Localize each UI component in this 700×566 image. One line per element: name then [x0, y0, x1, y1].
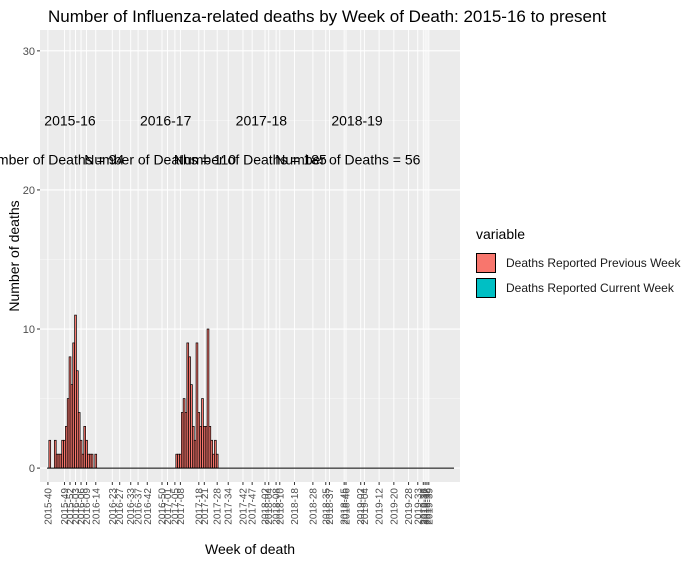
- x-tick-label: 2018-18: [290, 488, 301, 525]
- x-tick-label: 2017-47: [248, 488, 259, 525]
- season-label: 2017-18: [236, 112, 288, 128]
- x-tick-label: 2016-27: [115, 488, 126, 525]
- x-tick-label: 2016-06: [77, 488, 88, 525]
- legend-label-current-week: Deaths Reported Current Week: [506, 280, 674, 295]
- season-label: 2018-19: [331, 112, 383, 128]
- legend: variable Deaths Reported Previous Week D…: [476, 226, 696, 300]
- x-tick-label: 2018-28: [308, 488, 319, 525]
- x-tick-label: 2018-10: [275, 488, 286, 525]
- y-axis-label: Number of deaths: [6, 200, 22, 311]
- y-tick-label: 10: [23, 324, 35, 336]
- x-tick-label: 2017-42: [238, 488, 249, 525]
- x-tick-label: 2016-37: [134, 488, 145, 525]
- y-tick-label: 30: [23, 46, 35, 58]
- x-tick-label: 2019-38: [422, 488, 433, 525]
- legend-title: variable: [476, 226, 526, 242]
- season-label: 2016-17: [140, 112, 192, 128]
- x-tick-label: 2018-35: [321, 488, 332, 525]
- x-tick-label: 2019-04: [360, 488, 371, 525]
- x-tick-label: 2016-09: [82, 488, 93, 525]
- bar-previous-week: [94, 453, 98, 469]
- x-tick-label: 2018-46: [342, 488, 353, 525]
- season-label: 2015-16: [44, 112, 96, 128]
- x-tick-label: 2017-34: [224, 488, 235, 525]
- deaths-total-label: Number of Deaths = 56: [275, 151, 420, 167]
- x-tick-label: 2019-37: [421, 488, 432, 525]
- legend-item-previous-week: Deaths Reported Previous Week: [476, 250, 696, 275]
- x-tick-label: 2016-03: [71, 488, 82, 525]
- plot-panel: [40, 30, 460, 482]
- x-tick-label: 2015-40: [43, 488, 54, 525]
- x-axis-label: Week of death: [205, 541, 295, 557]
- bar-previous-week: [90, 453, 94, 469]
- x-tick-label: 2019-28: [404, 488, 415, 525]
- x-tick-label: 2016-14: [91, 488, 102, 525]
- x-tick-label: 2019-39: [424, 488, 435, 525]
- x-tick-label: 2018-02: [261, 488, 272, 525]
- x-tick-label: 2017-18: [194, 488, 205, 525]
- x-tick-label: 2016-23: [108, 488, 119, 525]
- y-tick-label: 20: [23, 185, 35, 197]
- x-tick-label: 2019-36: [419, 488, 430, 525]
- bars: [47, 314, 454, 469]
- x-tick-label: 2019-12: [375, 488, 386, 525]
- x-tick-label: 2016-42: [143, 488, 154, 525]
- y-tick-label: 0: [29, 463, 35, 475]
- legend-item-current-week: Deaths Reported Current Week: [476, 275, 696, 300]
- annotations: 2015-16 Number of Deaths = 94 2016-17 Numbe…: [0, 112, 421, 167]
- legend-swatch-current-week: [476, 277, 496, 298]
- deaths-total-label: Number of Deaths = 94: [0, 151, 124, 167]
- legend-swatch-previous-week: [476, 252, 496, 273]
- bar-previous-week: [215, 453, 219, 469]
- x-tick-label: 2018-45: [340, 488, 351, 525]
- legend-label-previous-week: Deaths Reported Previous Week: [506, 255, 681, 270]
- x-tick-label: 2018-37: [325, 488, 336, 525]
- chart-title: Number of Influenza-related deaths by We…: [48, 7, 606, 26]
- x-tick-label: 2016-50: [158, 488, 169, 525]
- bar-previous-week: [48, 439, 52, 469]
- x-tick-label: 2015-52: [66, 488, 77, 525]
- gridlines: [40, 30, 460, 482]
- deaths-total-label: Number of Deaths = 110: [84, 151, 236, 167]
- x-tick-label: 2017-01: [163, 488, 174, 525]
- x-tick-label: 2017-28: [213, 488, 224, 525]
- x-tick-label: 2019-20: [389, 488, 400, 525]
- x-tick-label: 2015-49: [60, 488, 71, 525]
- x-tick-label: 2018-08: [272, 488, 283, 525]
- x-tick-label: 2019-02: [356, 488, 367, 525]
- x-tick-label: 2016-33: [126, 488, 137, 525]
- x-tick-label: 2017-05: [170, 488, 181, 525]
- x-tick-label: 2017-08: [176, 488, 187, 525]
- deaths-total-label: Number of Deaths = 185: [174, 151, 327, 167]
- x-tick-label: 2017-21: [200, 488, 211, 525]
- x-tick-label: 2018-04: [264, 488, 275, 525]
- x-tick-label: 2019-33: [413, 488, 424, 525]
